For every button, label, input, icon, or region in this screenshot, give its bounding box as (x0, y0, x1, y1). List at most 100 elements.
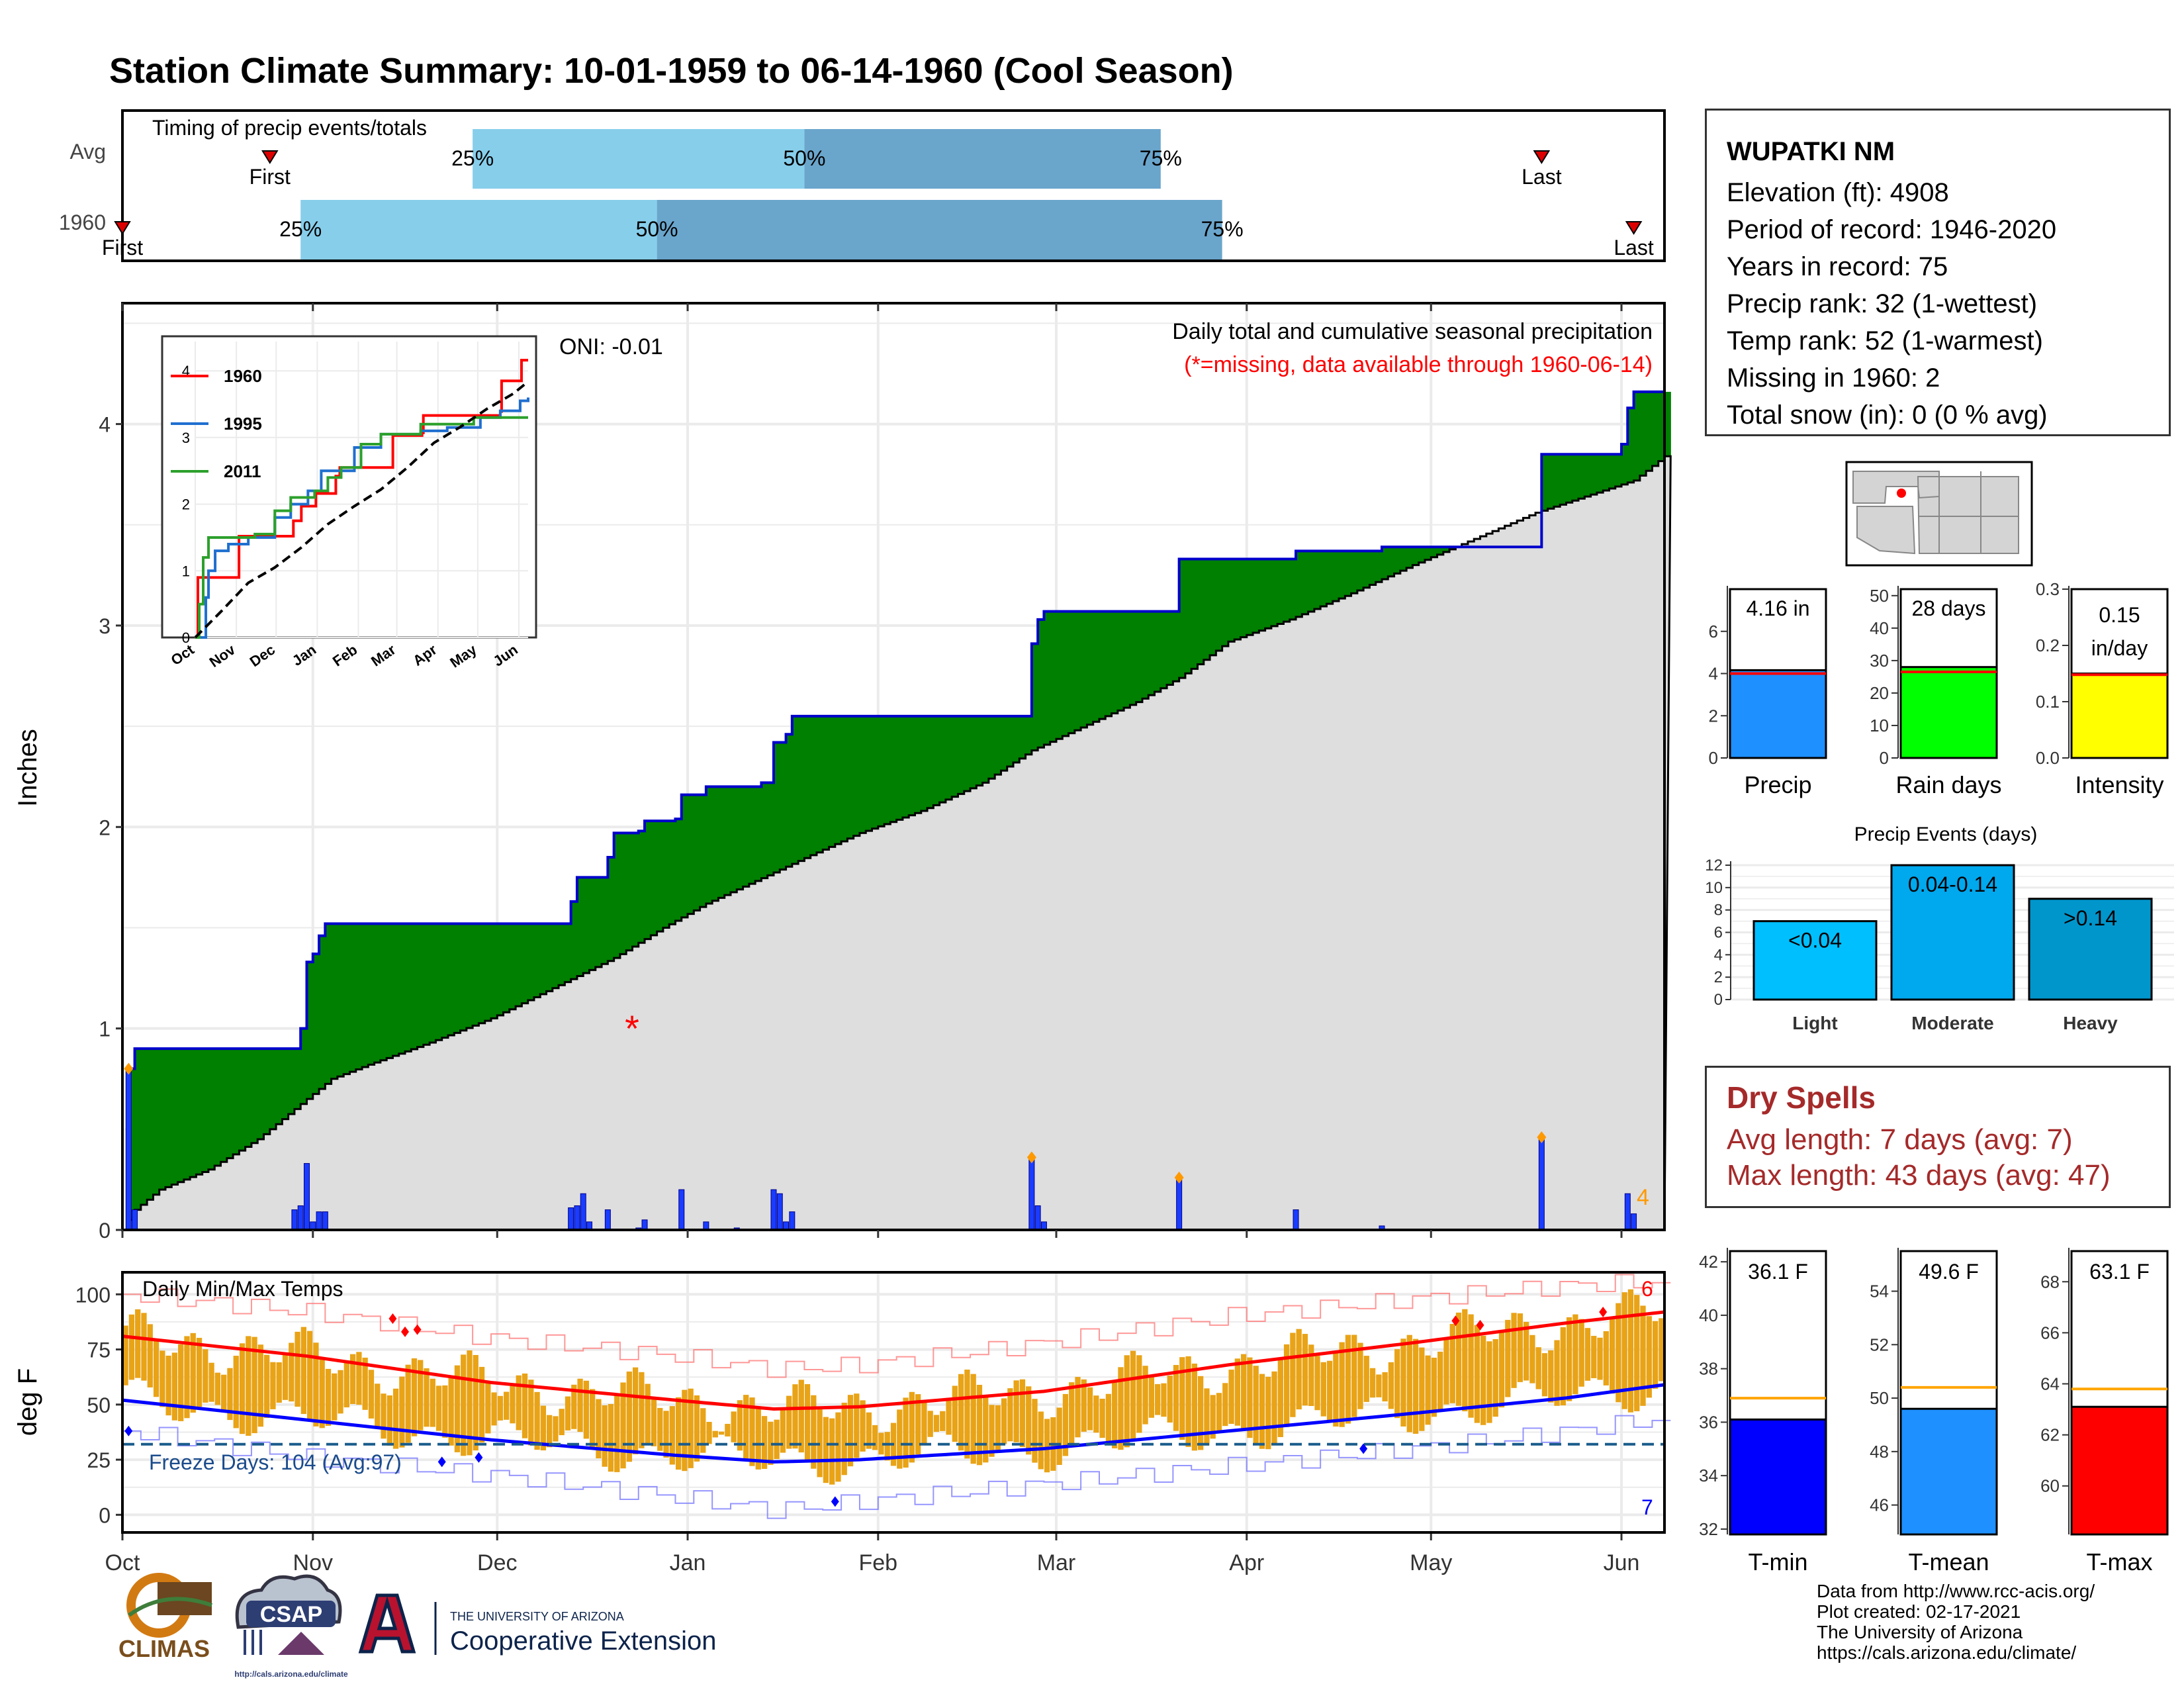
record-low-marker (1359, 1443, 1368, 1454)
daily-temp-bar (454, 1365, 461, 1452)
daily-temp-bar (1105, 1393, 1112, 1444)
daily-temp-bar (516, 1375, 522, 1430)
daily-temp-bar (1498, 1330, 1505, 1408)
daily-precip-bar (789, 1211, 796, 1231)
timing-last-label: Last (1614, 236, 1654, 259)
surplus-segment (368, 923, 375, 1065)
precip-y-tick-label: 1 (99, 1017, 111, 1041)
daily-temp-bar (940, 1411, 946, 1431)
daily-temp-bar (289, 1342, 295, 1402)
record-daily-marker (1174, 1171, 1184, 1184)
summary-y-tick-label: 0.1 (2036, 692, 2060, 712)
daily-temp-bar (1529, 1335, 1535, 1383)
daily-temp-bar (1081, 1379, 1087, 1432)
surplus-segment (509, 923, 516, 1009)
record-low-marker (124, 1425, 133, 1436)
daily-temp-bar (1296, 1329, 1302, 1410)
daily-temp-bar (122, 1325, 128, 1385)
summary-y-tick-label: 10 (1870, 716, 1889, 735)
month-tick-label: Dec (477, 1550, 517, 1575)
temp-summary-y-tick-label: 66 (2040, 1323, 2060, 1342)
daily-precip-bar (322, 1211, 328, 1231)
surplus-segment (1117, 611, 1124, 711)
surplus-segment (964, 716, 971, 792)
daily-temp-bar (1437, 1351, 1443, 1410)
surplus-segment (773, 742, 780, 872)
surplus-segment (700, 794, 707, 908)
surplus-segment (927, 716, 934, 808)
timing-q50-q75-bar (804, 129, 1161, 189)
surplus-segment (559, 923, 565, 986)
surplus-segment (337, 923, 344, 1077)
daily-temp-bar (233, 1356, 239, 1429)
daily-temp-bar (1609, 1318, 1615, 1394)
daily-temp-bar (442, 1385, 448, 1438)
surplus-segment (1222, 559, 1229, 647)
daily-temp-bar (1247, 1357, 1253, 1438)
daily-temp-bar (1646, 1316, 1652, 1398)
daily-temp-bar (270, 1362, 276, 1409)
daily-precip-bar (1631, 1213, 1637, 1231)
surplus-segment (1087, 611, 1094, 725)
summary-y-tick-label: 40 (1870, 618, 1889, 638)
timing-first-label: First (102, 236, 143, 259)
precip-panel: 0 1 2 3 4 Inches ONI: -0.01 Daily total and … (13, 302, 1672, 1243)
daily-temp-bar (620, 1382, 626, 1469)
daily-temp-bar (1167, 1375, 1173, 1423)
daily-precip-bar (303, 1163, 310, 1231)
daily-temp-bar (497, 1395, 504, 1421)
daily-temp-bar (688, 1388, 694, 1468)
daily-temp-bar (276, 1362, 282, 1403)
daily-temp-bar (196, 1338, 203, 1407)
daily-temp-bar (1320, 1362, 1326, 1417)
daily-temp-bar (411, 1358, 418, 1436)
surplus-segment (1050, 611, 1057, 742)
temp-summary-y-tick-label: 62 (2040, 1425, 2060, 1445)
daily-temp-bar (1283, 1344, 1290, 1427)
surplus-segment (533, 923, 541, 998)
surplus-segment (608, 857, 615, 961)
surplus-segment (1627, 408, 1635, 483)
daily-temp-bar (854, 1393, 860, 1458)
daily-temp-bar (909, 1391, 915, 1463)
daily-temp-bar (866, 1412, 872, 1449)
daily-temp-bar (1369, 1368, 1376, 1398)
daily-temp-bar (1419, 1347, 1425, 1431)
surplus-segment (251, 1049, 258, 1143)
surplus-segment (380, 923, 387, 1060)
daily-temp-bar (725, 1423, 731, 1437)
temp-summary-value-label: 63.1 F (2089, 1260, 2150, 1284)
surplus-segment (847, 716, 854, 839)
surplus-segment (1154, 611, 1161, 692)
surplus-segment (1652, 391, 1659, 466)
page-title: Station Climate Summary: 10-01-1959 to 0… (109, 51, 1234, 91)
surplus-segment (1216, 559, 1223, 651)
daily-temp-bar (1019, 1379, 1026, 1448)
events-bar-heavy (2028, 898, 2153, 1001)
surplus-segment (614, 833, 621, 959)
surplus-segment (1031, 643, 1038, 751)
surplus-segment (952, 716, 959, 797)
daily-temp-bar (952, 1385, 958, 1442)
daily-temp-bar (319, 1357, 325, 1429)
summary-y-tick-label: 0.3 (2036, 579, 2060, 599)
surplus-segment (902, 716, 909, 818)
daily-temp-bar (473, 1354, 478, 1451)
daily-temp-bar (755, 1406, 761, 1470)
daily-temp-bar (1155, 1383, 1161, 1415)
surplus-segment (755, 786, 762, 881)
daily-temp-bar (448, 1377, 454, 1446)
surplus-segment (595, 877, 602, 967)
daily-temp-bar (1492, 1338, 1498, 1417)
timing-q50-q75-bar (657, 200, 1222, 259)
surplus-segment (1394, 547, 1401, 574)
daily-temp-bar (1486, 1341, 1492, 1423)
station-location-dot (1897, 489, 1906, 498)
surplus-segment (1179, 559, 1186, 679)
events-y-tick-label: 6 (1714, 924, 1723, 942)
temp-y-tick-label: 100 (75, 1283, 111, 1307)
surplus-segment (988, 716, 995, 779)
surplus-segment (319, 935, 326, 1089)
surplus-segment (915, 716, 922, 814)
daily-temp-bar (1357, 1342, 1363, 1409)
